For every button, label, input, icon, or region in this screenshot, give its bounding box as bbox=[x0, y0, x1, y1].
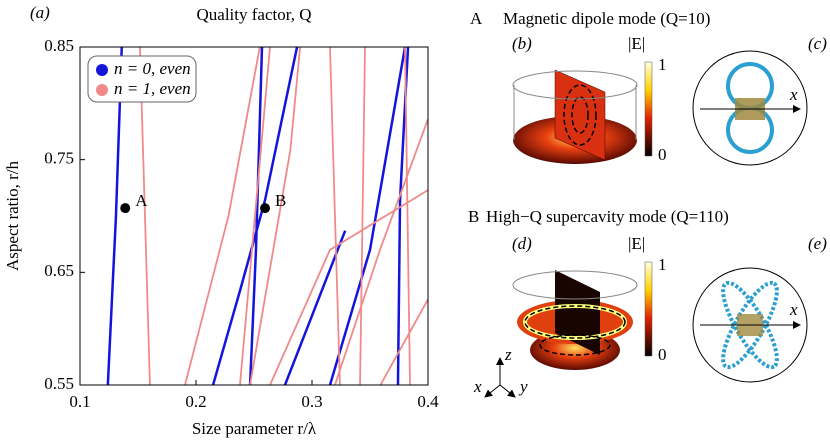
plot-frame bbox=[79, 46, 429, 386]
colorbar-title: |E| bbox=[628, 34, 645, 53]
annotation-label: B bbox=[275, 191, 286, 210]
x-axis-label: Size parameter r/λ bbox=[192, 419, 317, 438]
radiation-pattern bbox=[692, 50, 808, 166]
mode-letter: B bbox=[468, 207, 479, 226]
colorbar bbox=[644, 261, 653, 357]
legend-label: n = 1, even bbox=[114, 79, 191, 98]
field-render bbox=[512, 270, 638, 370]
x-tick-label: 0.3 bbox=[301, 392, 322, 411]
colorbar-max: 1 bbox=[658, 255, 667, 274]
legend-marker bbox=[96, 64, 108, 76]
y-axis-label: Aspect ratio, r/h bbox=[3, 161, 22, 271]
annotation-label: A bbox=[135, 191, 148, 210]
axis-label: x bbox=[789, 85, 798, 104]
radiation-pattern bbox=[692, 267, 808, 383]
chart-a: (a) Quality factor, Q Size parameter r/λ As… bbox=[3, 3, 439, 438]
y-tick-label: 0.85 bbox=[44, 36, 74, 55]
mode-letter: A bbox=[470, 9, 483, 28]
panel-label: (c) bbox=[808, 34, 827, 53]
x-tick-label: 0.4 bbox=[417, 392, 439, 411]
mode-title: High−Q supercavity mode (Q=110) bbox=[486, 207, 729, 226]
panel-label: (a) bbox=[30, 3, 50, 22]
y-tick-label: 0.75 bbox=[44, 149, 74, 168]
legend-marker bbox=[96, 84, 108, 96]
colorbar-title: |E| bbox=[628, 234, 645, 253]
axis-label: z bbox=[504, 345, 512, 364]
legend-label: n = 0, even bbox=[114, 59, 191, 78]
field-render bbox=[512, 69, 638, 164]
axis-label: x bbox=[473, 377, 482, 396]
y-tick-label: 0.65 bbox=[44, 261, 74, 280]
panel-label: (d) bbox=[512, 234, 532, 253]
colorbar bbox=[644, 61, 653, 157]
axis-label: y bbox=[518, 377, 528, 396]
colorbar-max: 1 bbox=[658, 55, 667, 74]
colorbar-min: 0 bbox=[658, 145, 667, 164]
y-tick-label: 0.55 bbox=[44, 374, 74, 393]
chart-title: Quality factor, Q bbox=[197, 5, 312, 24]
x-tick-label: 0.1 bbox=[69, 392, 90, 411]
x-tick-label: 0.2 bbox=[185, 392, 206, 411]
axis-triad bbox=[484, 357, 516, 398]
colorbar-min: 0 bbox=[658, 345, 667, 364]
series-line bbox=[139, 47, 428, 385]
mode-title: Magnetic dipole mode (Q=10) bbox=[503, 9, 710, 28]
annotation-point bbox=[120, 203, 131, 214]
legend-box bbox=[87, 55, 197, 103]
panel-label: (e) bbox=[808, 234, 827, 253]
annotation-point bbox=[260, 203, 271, 214]
panel-label: (b) bbox=[512, 34, 532, 53]
axis-label: x bbox=[789, 300, 798, 319]
